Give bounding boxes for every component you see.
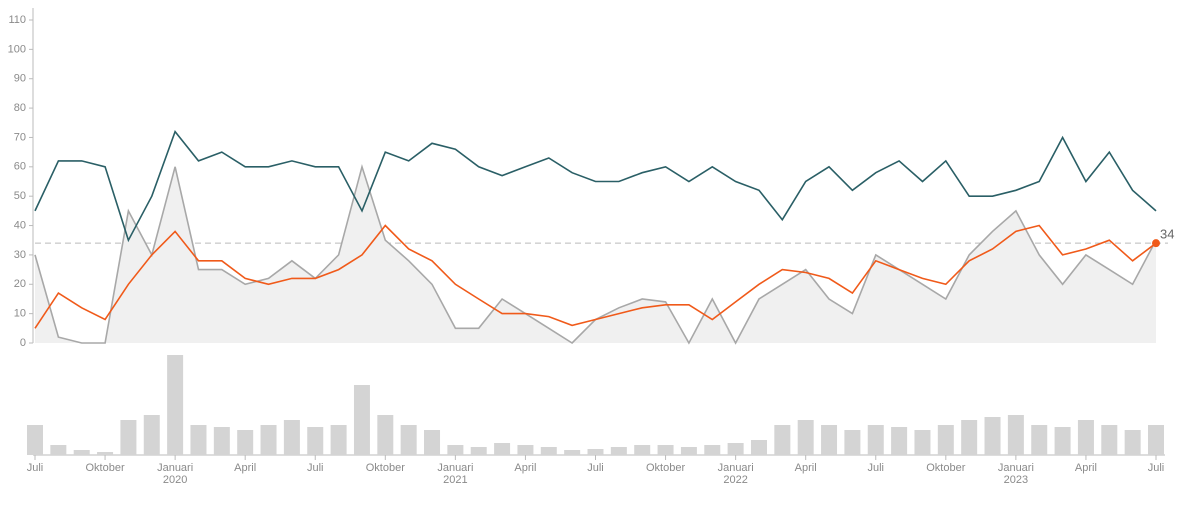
x-tick-label: Juli — [867, 462, 884, 474]
volume-bar — [984, 417, 1001, 455]
volume-bar — [564, 450, 581, 455]
line — [34, 129, 1157, 243]
volume-bar — [494, 443, 511, 455]
year-label: 2020 — [163, 474, 187, 486]
volume-bar — [587, 449, 604, 455]
volume-bar — [634, 445, 651, 455]
volume-bar — [50, 445, 67, 455]
volume-bar — [750, 440, 767, 455]
x-tick-label: Januari — [157, 462, 193, 474]
volume-bar — [167, 355, 184, 455]
volume-bar — [377, 415, 394, 455]
x-tick-label: April — [514, 462, 536, 474]
y-tick-label: 70 — [14, 131, 26, 143]
y-tick-label: 30 — [14, 249, 26, 261]
volume-bar — [1101, 425, 1118, 455]
volume-bar — [797, 420, 814, 455]
volume-bar — [844, 430, 861, 455]
x-tick-label: Juli — [27, 462, 44, 474]
volume-bar — [120, 420, 137, 455]
volume-bar — [143, 415, 160, 455]
volume-bar — [1148, 425, 1164, 455]
volume-bar — [821, 425, 838, 455]
volume-bar — [447, 445, 464, 455]
volume-bar — [774, 425, 791, 455]
area — [35, 166, 1156, 343]
y-tick-label: 20 — [14, 278, 26, 290]
x-tick-label: Juli — [587, 462, 604, 474]
reference-label: 34 — [1160, 227, 1174, 242]
volume-bar — [330, 425, 347, 455]
x-tick-label: Januari — [437, 462, 473, 474]
volume-bar — [400, 425, 417, 455]
volume-bar — [27, 425, 43, 455]
y-tick-label: 80 — [14, 102, 26, 114]
x-tick-label: Oktober — [366, 462, 405, 474]
volume-bar — [937, 425, 954, 455]
volume-bar — [540, 447, 557, 455]
year-label: 2021 — [443, 474, 467, 486]
x-tick-label: Oktober — [926, 462, 965, 474]
x-tick-label: April — [1075, 462, 1097, 474]
volume-bar — [260, 425, 277, 455]
volume-bar — [307, 427, 324, 455]
end-dot — [1152, 239, 1160, 248]
year-label: 2023 — [1004, 474, 1028, 486]
volume-bar — [73, 450, 90, 455]
volume-bar — [891, 427, 908, 455]
y-tick-label: 50 — [14, 190, 26, 202]
volume-bar — [680, 447, 697, 455]
volume-bar — [961, 420, 978, 455]
volume-bar — [1007, 415, 1024, 455]
year-label: 2022 — [723, 474, 747, 486]
volume-bar — [1124, 430, 1141, 455]
volume-bar — [424, 430, 441, 455]
x-tick-label: April — [795, 462, 817, 474]
volume-bar — [914, 430, 931, 455]
volume-bar — [610, 447, 627, 455]
y-tick-label: 10 — [14, 308, 26, 320]
x-tick-label: Oktober — [646, 462, 685, 474]
x-tick-label: Januari — [998, 462, 1034, 474]
volume-bar — [1054, 427, 1071, 455]
volume-bar — [657, 445, 674, 455]
volume-bar — [213, 427, 230, 455]
volume-bar — [353, 385, 370, 455]
x-tick-label: Oktober — [85, 462, 124, 474]
y-tick-label: 0 — [20, 337, 26, 349]
y-tick-label: 100 — [8, 43, 26, 55]
y-tick-label: 110 — [8, 14, 26, 26]
volume-bar — [283, 420, 300, 455]
y-tick-label: 40 — [14, 219, 26, 231]
x-tick-label: Juli — [307, 462, 324, 474]
x-tick-label: April — [234, 462, 256, 474]
volume-bar — [867, 425, 884, 455]
volume-bar — [1077, 420, 1094, 455]
volume-bar — [97, 452, 114, 455]
volume-bar — [704, 445, 721, 455]
x-tick-label: Juli — [1148, 462, 1165, 474]
y-tick-label: 60 — [14, 161, 26, 173]
volume-bar — [190, 425, 207, 455]
volume-bar — [517, 445, 534, 455]
line — [34, 224, 1157, 329]
volume-bar — [727, 443, 744, 455]
x-tick-label: Januari — [718, 462, 754, 474]
volume-bar — [1031, 425, 1048, 455]
volume-bar — [470, 447, 487, 455]
y-tick-label: 90 — [14, 73, 26, 85]
volume-bar — [237, 430, 254, 455]
